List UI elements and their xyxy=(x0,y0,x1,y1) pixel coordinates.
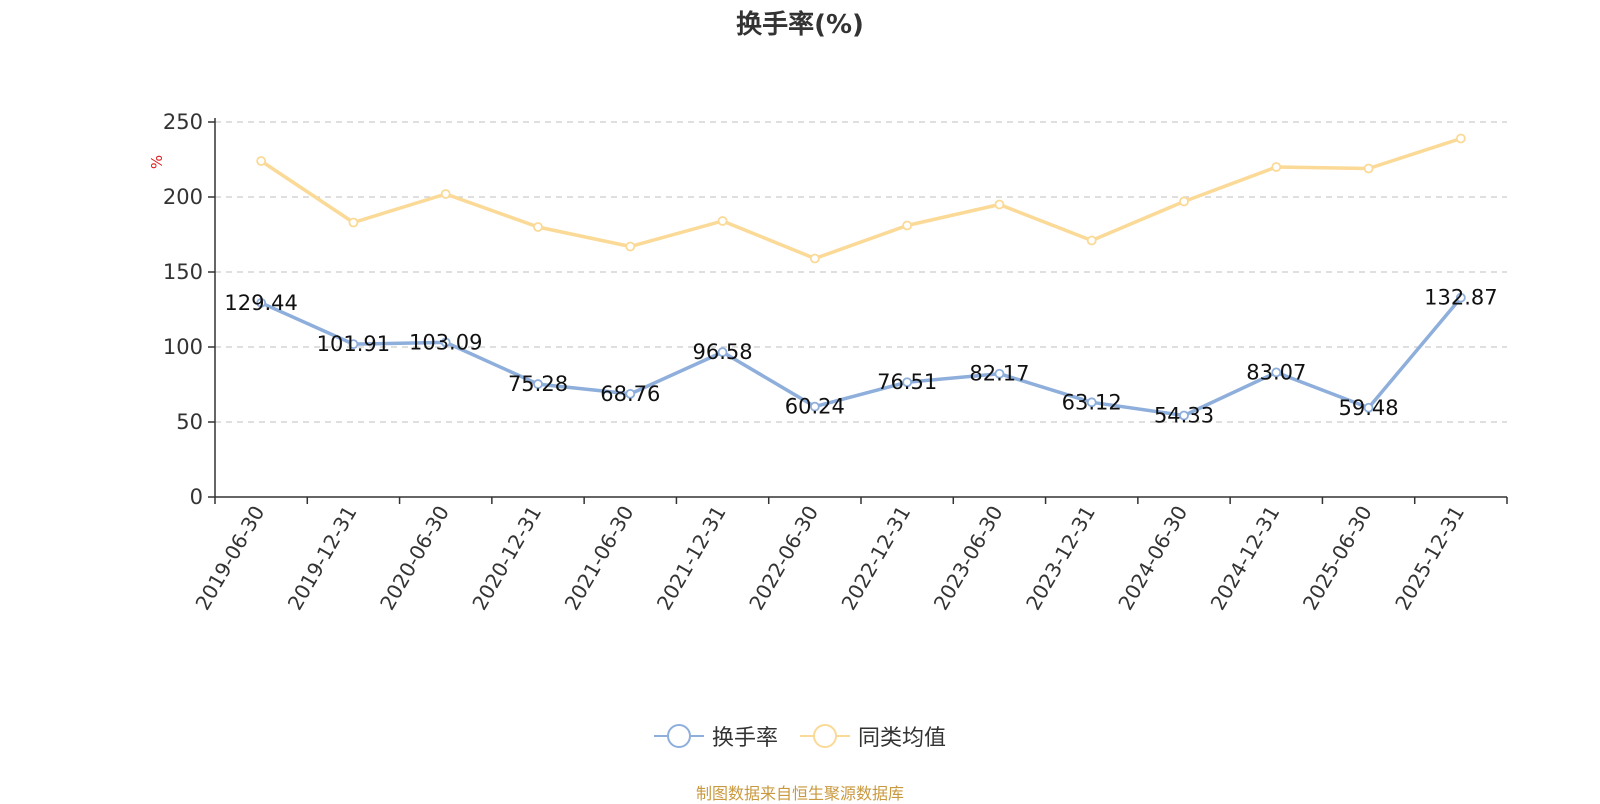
data-point xyxy=(440,337,451,348)
data-point xyxy=(1455,292,1466,303)
chart-title: 换手率(%) xyxy=(736,10,864,40)
x-tick-label: 2021-06-30 xyxy=(560,502,639,615)
series-line-turnover xyxy=(260,296,1463,418)
data-label: 83.07 xyxy=(1246,360,1306,384)
data-label: 129.44 xyxy=(224,291,297,315)
y-tick-label: 150 xyxy=(163,260,203,284)
data-label: 132.87 xyxy=(1424,286,1497,310)
x-tick-label: 2019-06-30 xyxy=(190,502,269,615)
x-tick-label: 2023-06-30 xyxy=(929,501,1008,614)
data-point xyxy=(1363,163,1374,174)
y-tick-label: 50 xyxy=(176,410,203,434)
source-note: 制图数据来自恒生聚源数据库 xyxy=(695,784,904,803)
data-point xyxy=(994,368,1005,379)
x-tick-label: 2024-06-30 xyxy=(1113,502,1192,615)
data-label: 76.51 xyxy=(877,370,937,394)
legend-label-turnover: 换手率 xyxy=(711,726,778,751)
y-tick-label: 250 xyxy=(163,110,203,134)
data-point xyxy=(1179,196,1189,207)
data-label: 68.76 xyxy=(600,382,660,406)
y-axis-label: % xyxy=(148,155,166,169)
legend-label-peer-average: 同类均值 xyxy=(858,726,947,751)
data-point xyxy=(440,189,451,199)
legend-swatch-peer-icon xyxy=(800,723,850,749)
legend-swatch-turnover-icon xyxy=(653,723,704,749)
x-tick-label: 2025-06-30 xyxy=(1298,502,1377,615)
data-label: 60.24 xyxy=(785,395,845,419)
data-point xyxy=(533,379,543,389)
data-point xyxy=(533,222,543,232)
data-point xyxy=(902,377,913,388)
data-point xyxy=(1455,133,1466,144)
data-point xyxy=(625,241,636,252)
data-point xyxy=(809,253,820,264)
x-tick-label: 2019-12-31 xyxy=(283,502,362,615)
x-tick-label: 2023-12-31 xyxy=(1021,502,1100,615)
data-label: 103.09 xyxy=(409,330,482,354)
y-tick-label: 200 xyxy=(163,185,203,209)
data-point xyxy=(902,220,913,231)
legend: 换手率 同类均值 xyxy=(0,720,1600,752)
data-label: 82.17 xyxy=(969,362,1029,386)
data-point xyxy=(717,216,728,226)
data-point xyxy=(717,347,728,358)
x-tick-label: 2020-12-31 xyxy=(467,502,546,615)
y-tick-label: 0 xyxy=(190,485,203,509)
legend-item-peer-average[interactable]: 同类均值 xyxy=(800,720,946,752)
data-label: 101.91 xyxy=(317,332,390,356)
data-label: 75.28 xyxy=(508,372,568,396)
data-point xyxy=(1363,402,1374,413)
data-point xyxy=(256,156,267,166)
series-line-peer-average xyxy=(260,136,1462,261)
x-tick-label: 2022-12-31 xyxy=(836,502,915,615)
data-point xyxy=(809,401,820,412)
x-tick-label: 2020-06-30 xyxy=(375,501,454,614)
series-lines xyxy=(260,136,1463,418)
data-point xyxy=(1086,397,1097,408)
data-point xyxy=(1271,162,1282,172)
data-point xyxy=(256,297,267,308)
data-label: 59.48 xyxy=(1339,396,1399,420)
series-points xyxy=(256,133,1466,421)
data-point xyxy=(994,199,1005,210)
data-point xyxy=(1086,235,1097,246)
data-point xyxy=(348,339,359,350)
x-tick-label: 2022-06-30 xyxy=(744,502,823,615)
x-tick-label: 2025-12-31 xyxy=(1390,502,1469,615)
data-point xyxy=(1179,410,1189,421)
data-point xyxy=(1271,367,1282,378)
data-point xyxy=(348,217,359,228)
data-label: 63.12 xyxy=(1062,390,1122,414)
data-point xyxy=(625,388,636,399)
data-label: 96.58 xyxy=(693,340,753,364)
data-label: 54.33 xyxy=(1154,404,1214,428)
x-tick-label: 2021-12-31 xyxy=(652,502,731,615)
x-tick-label: 2024-12-31 xyxy=(1206,502,1285,615)
legend-item-turnover[interactable]: 换手率 xyxy=(653,720,778,752)
y-tick-label: 100 xyxy=(163,335,203,359)
data-labels: 129.44 101.91 103.09 75.28 68.76 96.58 60.24 76… xyxy=(224,286,1497,428)
